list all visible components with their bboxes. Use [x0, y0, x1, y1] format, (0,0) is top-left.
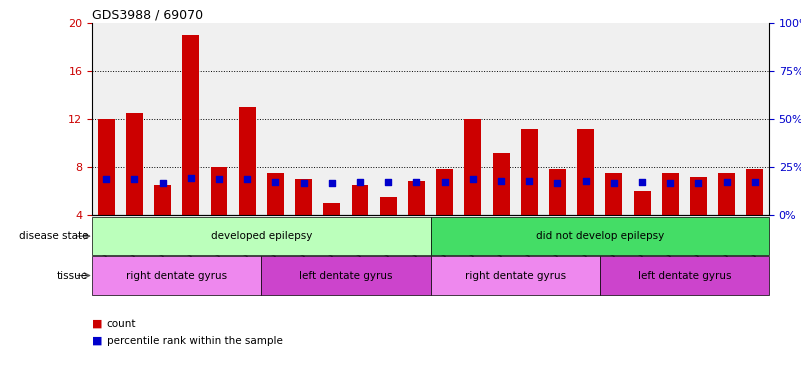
Point: [241, 176, 254, 182]
Bar: [98, 119, 115, 263]
Bar: [549, 169, 566, 263]
Text: left dentate gyrus: left dentate gyrus: [300, 270, 392, 281]
Point: [748, 179, 761, 185]
Bar: [267, 173, 284, 263]
Point: [636, 179, 649, 185]
Point: [410, 179, 423, 185]
Bar: [465, 119, 481, 263]
Bar: [718, 173, 735, 263]
Point: [297, 180, 310, 186]
Text: disease state: disease state: [18, 231, 88, 241]
Bar: [606, 173, 622, 263]
Bar: [634, 191, 650, 263]
Text: ■: ■: [92, 336, 106, 346]
Text: right dentate gyrus: right dentate gyrus: [127, 270, 227, 281]
Bar: [211, 167, 227, 263]
Text: developed epilepsy: developed epilepsy: [211, 231, 312, 241]
Bar: [662, 173, 678, 263]
Point: [438, 179, 451, 185]
Bar: [352, 185, 368, 263]
Point: [523, 178, 536, 185]
Bar: [521, 129, 537, 263]
Point: [325, 180, 338, 187]
Text: GDS3988 / 69070: GDS3988 / 69070: [92, 9, 203, 22]
Point: [100, 176, 113, 182]
Point: [720, 179, 733, 185]
Bar: [437, 169, 453, 263]
Bar: [154, 185, 171, 263]
Text: did not develop epilepsy: did not develop epilepsy: [536, 231, 664, 241]
Point: [692, 180, 705, 186]
Point: [466, 176, 479, 182]
Point: [382, 179, 395, 185]
Bar: [690, 177, 707, 263]
Bar: [324, 203, 340, 263]
Point: [495, 178, 508, 185]
Bar: [578, 129, 594, 263]
Bar: [408, 182, 425, 263]
Bar: [126, 113, 143, 263]
Point: [579, 178, 592, 184]
Text: tissue: tissue: [57, 270, 88, 281]
Text: right dentate gyrus: right dentate gyrus: [465, 270, 566, 281]
Point: [664, 180, 677, 187]
Point: [353, 179, 366, 185]
Point: [156, 180, 169, 186]
Text: percentile rank within the sample: percentile rank within the sample: [107, 336, 283, 346]
Text: ■: ■: [92, 318, 106, 329]
Point: [184, 175, 197, 181]
Text: count: count: [107, 318, 136, 329]
Bar: [183, 35, 199, 263]
Point: [607, 180, 620, 186]
Bar: [493, 153, 509, 263]
Point: [212, 176, 225, 182]
Bar: [747, 169, 763, 263]
Point: [269, 179, 282, 185]
Point: [128, 176, 141, 182]
Bar: [380, 197, 396, 263]
Bar: [295, 179, 312, 263]
Bar: [239, 107, 256, 263]
Text: left dentate gyrus: left dentate gyrus: [638, 270, 731, 281]
Point: [551, 180, 564, 186]
